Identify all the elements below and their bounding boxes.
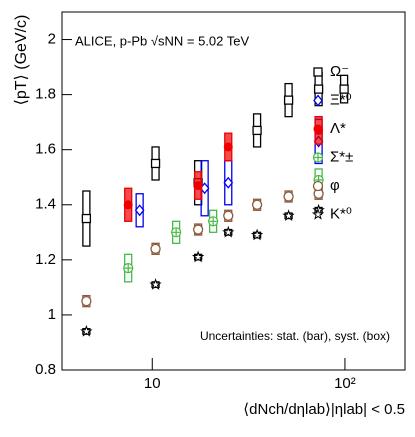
marker [149, 278, 162, 290]
marker [171, 227, 182, 238]
marker [252, 125, 262, 136]
marker [283, 95, 294, 105]
legend-label: Σ*± [330, 148, 353, 165]
x-tick-label: 10 [144, 375, 161, 392]
marker [339, 84, 349, 94]
legend-marker [311, 207, 325, 220]
x-tick-label: 10² [334, 375, 356, 392]
y-tick-label: 0.8 [35, 361, 56, 378]
legend-label: K*⁰ [330, 205, 352, 222]
legend-label: Λ* [330, 120, 346, 137]
marker [223, 210, 234, 221]
y-tick-label: 1.4 [35, 196, 56, 213]
marker [123, 200, 133, 210]
legend-marker [313, 124, 323, 134]
chart-title: ALICE, p-Pb √sNN = 5.02 TeV [75, 33, 250, 48]
plot-frame [61, 11, 406, 371]
marker [81, 213, 92, 224]
marker [81, 296, 92, 307]
legend-marker [313, 94, 323, 107]
marker [223, 142, 233, 152]
marker [223, 176, 234, 189]
legend-label: Ξ*⁰ [330, 91, 352, 108]
y-tick-label: 1.8 [35, 86, 56, 103]
y-tick-label: 2 [48, 31, 56, 48]
legend-label: φ [330, 177, 340, 194]
y-axis-label: ⟨pT⟩ (GeV/c) [13, 15, 30, 106]
marker [191, 250, 205, 263]
marker [134, 204, 145, 217]
marker [282, 209, 295, 222]
marker [208, 216, 219, 227]
y-tick-label: 1.2 [35, 251, 56, 268]
x-axis-label: ⟨dNch/dηlab⟩|ηlab| < 0.5 [243, 401, 405, 418]
legend-label: Ω⁻ [330, 63, 349, 80]
legend-marker [312, 152, 324, 163]
marker [251, 199, 263, 210]
annotation: Uncertainties: stat. (bar), syst. (box) [200, 329, 390, 343]
marker [283, 191, 294, 202]
marker [250, 228, 264, 241]
y-tick-label: 1.6 [35, 141, 56, 158]
marker [150, 243, 161, 254]
marker [193, 180, 203, 190]
marker [313, 84, 324, 94]
legend-marker [313, 67, 323, 77]
marker [80, 324, 93, 337]
marker [192, 224, 204, 235]
marker [123, 263, 134, 274]
marker [150, 158, 161, 169]
y-tick-label: 1 [48, 306, 56, 323]
legend-marker [312, 180, 324, 192]
marker [222, 225, 235, 238]
